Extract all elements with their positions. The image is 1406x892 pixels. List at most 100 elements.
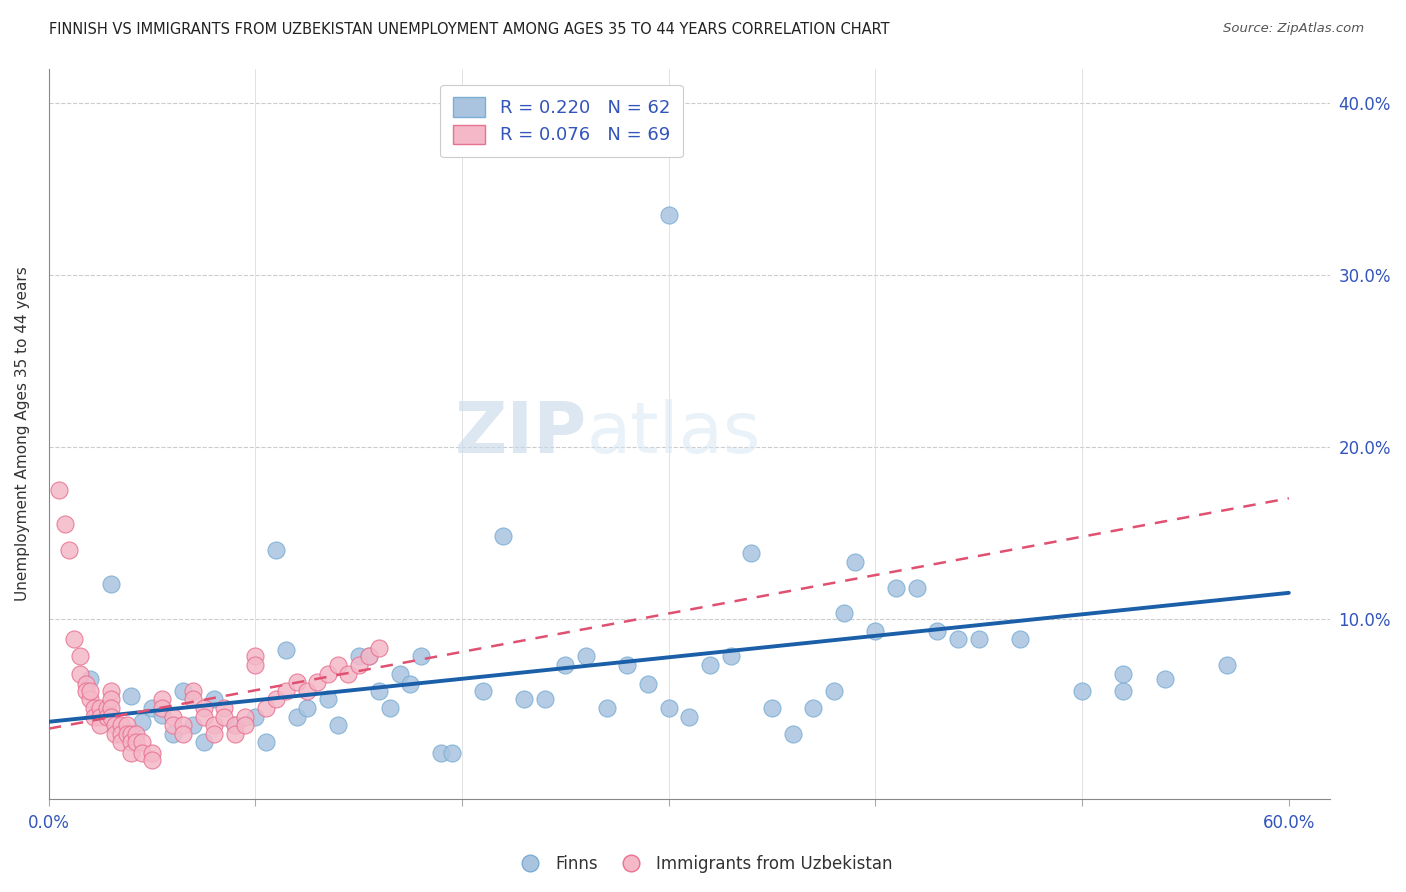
Point: [104, 727, 127, 741]
Point: [100, 683, 122, 698]
Point: [637, 677, 659, 691]
Point: [62, 632, 84, 647]
Point: [202, 718, 225, 732]
Point: [720, 649, 742, 664]
Point: [492, 529, 515, 543]
Point: [337, 666, 360, 681]
Point: [616, 658, 638, 673]
Point: [245, 709, 267, 723]
Point: [378, 701, 401, 715]
Point: [254, 701, 277, 715]
Point: [89, 709, 111, 723]
Point: [162, 727, 184, 741]
Point: [131, 714, 153, 729]
Text: FINNISH VS IMMIGRANTS FROM UZBEKISTAN UNEMPLOYMENT AMONG AGES 35 TO 44 YEARS COR: FINNISH VS IMMIGRANTS FROM UZBEKISTAN UN…: [49, 22, 890, 37]
Point: [162, 718, 184, 732]
Point: [1010, 632, 1032, 647]
Point: [1153, 672, 1175, 686]
Point: [233, 709, 256, 723]
Point: [79, 683, 101, 698]
Point: [761, 701, 783, 715]
Point: [389, 666, 412, 681]
Point: [53, 517, 76, 532]
Point: [245, 658, 267, 673]
Point: [193, 701, 215, 715]
Point: [117, 718, 139, 732]
Point: [307, 675, 329, 690]
Point: [141, 701, 163, 715]
Point: [865, 624, 887, 638]
Point: [946, 632, 969, 647]
Point: [276, 683, 298, 698]
Point: [326, 658, 349, 673]
Point: [844, 555, 866, 569]
Point: [172, 683, 194, 698]
Point: [83, 701, 105, 715]
Point: [120, 727, 142, 741]
Point: [75, 677, 97, 691]
Point: [359, 649, 381, 664]
Point: [295, 683, 318, 698]
Point: [224, 727, 246, 741]
Point: [124, 727, 146, 741]
Point: [193, 735, 215, 749]
Point: [48, 483, 70, 497]
Point: [285, 675, 308, 690]
Point: [183, 692, 205, 706]
Point: [202, 692, 225, 706]
Point: [120, 746, 142, 760]
Point: [75, 683, 97, 698]
Text: Source: ZipAtlas.com: Source: ZipAtlas.com: [1223, 22, 1364, 36]
Point: [1071, 683, 1094, 698]
Point: [245, 649, 267, 664]
Point: [79, 672, 101, 686]
Point: [326, 718, 349, 732]
Point: [285, 709, 308, 723]
Point: [1112, 683, 1135, 698]
Point: [678, 709, 700, 723]
Text: ZIP: ZIP: [454, 400, 586, 468]
Point: [152, 707, 174, 722]
Point: [658, 701, 681, 715]
Point: [120, 735, 142, 749]
Point: [120, 689, 142, 703]
Point: [152, 692, 174, 706]
Point: [430, 746, 453, 760]
Point: [399, 677, 422, 691]
Point: [100, 709, 122, 723]
Point: [276, 642, 298, 657]
Point: [69, 649, 91, 664]
Point: [96, 701, 118, 715]
Point: [69, 666, 91, 681]
Point: [214, 701, 236, 715]
Point: [905, 581, 928, 595]
Point: [89, 718, 111, 732]
Point: [803, 701, 825, 715]
Point: [58, 542, 80, 557]
Point: [100, 701, 122, 715]
Point: [233, 718, 256, 732]
Point: [740, 546, 762, 560]
Point: [471, 683, 494, 698]
Point: [316, 666, 339, 681]
Point: [141, 753, 163, 767]
Point: [110, 727, 132, 741]
Point: [596, 701, 619, 715]
Point: [79, 692, 101, 706]
Point: [104, 718, 127, 732]
Point: [110, 718, 132, 732]
Point: [183, 718, 205, 732]
Point: [141, 746, 163, 760]
Point: [172, 727, 194, 741]
Point: [202, 727, 225, 741]
Point: [124, 735, 146, 749]
Point: [131, 735, 153, 749]
Point: [699, 658, 721, 673]
Point: [131, 746, 153, 760]
Point: [100, 577, 122, 591]
Point: [96, 709, 118, 723]
Legend: Finns, Immigrants from Uzbekistan: Finns, Immigrants from Uzbekistan: [506, 848, 900, 880]
Point: [193, 709, 215, 723]
Point: [409, 649, 432, 664]
Point: [117, 727, 139, 741]
